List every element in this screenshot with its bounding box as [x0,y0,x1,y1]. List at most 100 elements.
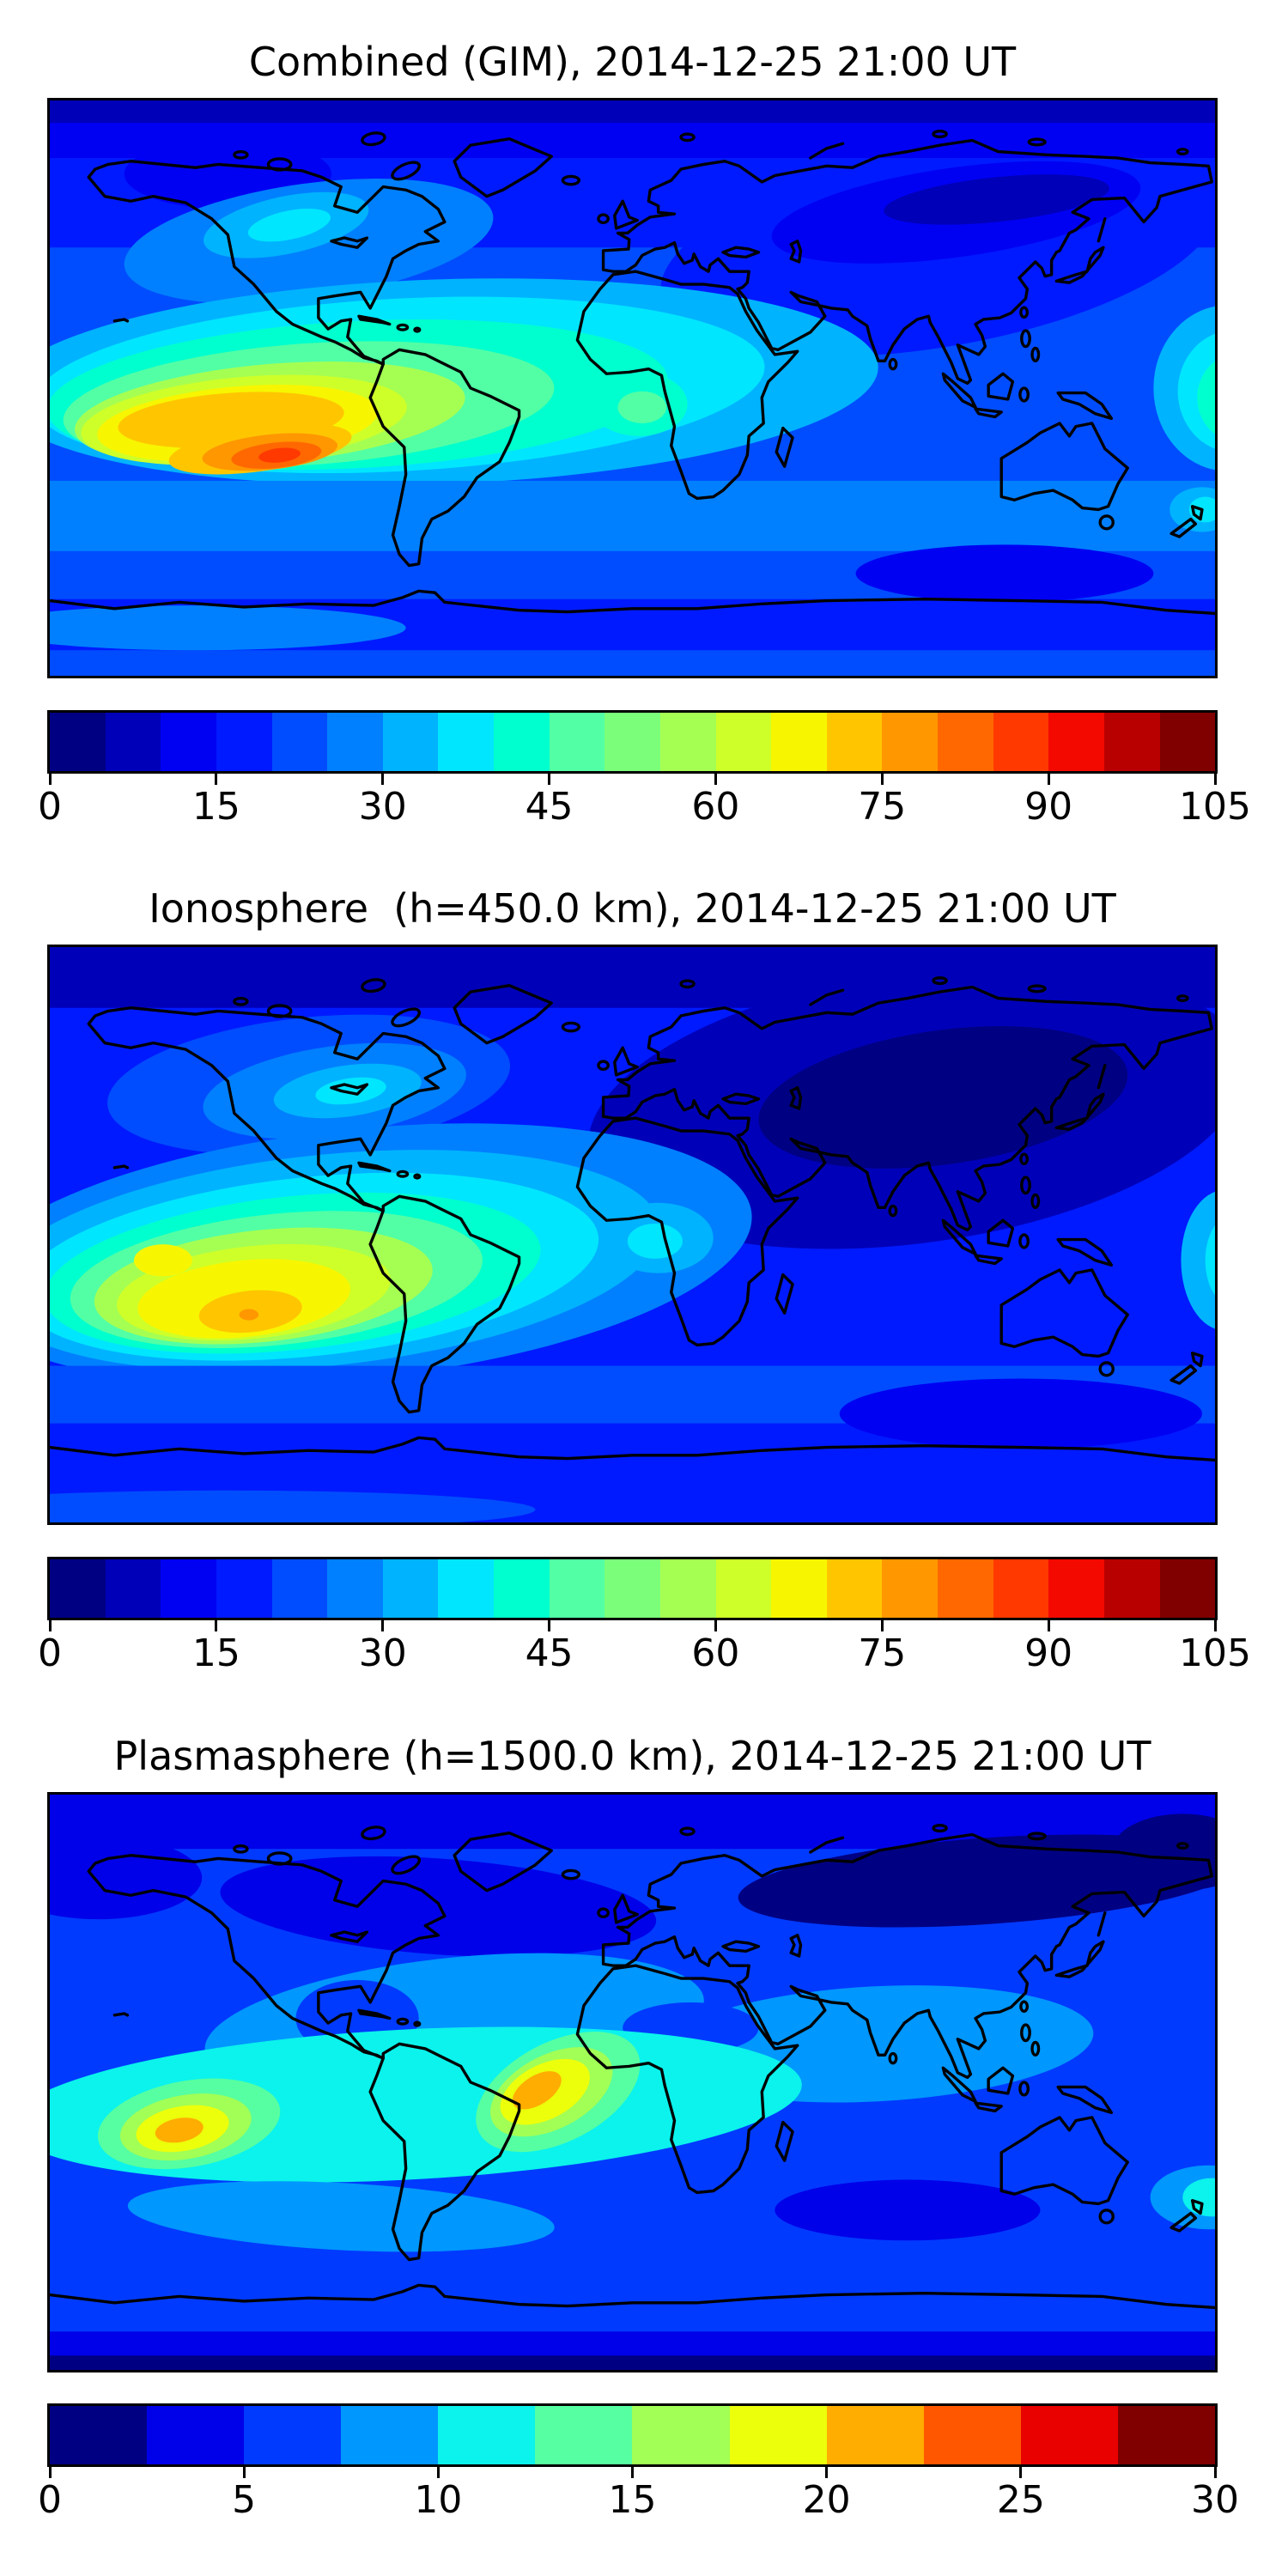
colorbar-tick-label: 90 [1024,1631,1073,1675]
colorbar-tick [381,1620,385,1631]
colorbar-segment [327,713,383,771]
colorbar-tick-label: 30 [358,785,407,829]
colorbar-tick [548,774,551,785]
contour-blob [855,544,1154,603]
contour-blob [50,2355,1215,2370]
contour-blob [1181,1191,1215,1329]
colorbar-segment [438,713,494,771]
colorbar-segment [105,713,161,771]
contour-blob [134,1244,192,1277]
colorbar-segment [1159,713,1216,771]
panel2-colorbar-ticks [48,1620,1217,1631]
colorbar-segment [1048,1559,1104,1618]
colorbar-segment [50,1559,106,1618]
colorbar-tick-label: 0 [38,2478,62,2522]
colorbar-tick [215,774,218,785]
contour-blob [50,1490,536,1522]
colorbar-tick [825,2467,829,2478]
contour-blob [315,1077,386,1105]
panel3-map [47,1792,1218,2372]
colorbar-tick-label: 90 [1024,785,1073,829]
colorbar-tick-label: 0 [38,785,62,829]
contour-blob [839,1378,1202,1449]
contour-blob [1182,2178,1215,2217]
colorbar-tick [1213,774,1217,785]
colorbar-segment [826,2406,924,2464]
colorbar-tick [1019,2467,1023,2478]
colorbar-segment [632,2406,730,2464]
colorbar-segment [244,2406,342,2464]
colorbar-segment [271,713,328,771]
colorbar-segment [1159,1559,1216,1618]
colorbar-tick [880,1620,884,1631]
colorbar-segment [715,1559,772,1618]
contour-blob [239,1309,259,1321]
colorbar-tick [1213,1620,1217,1631]
colorbar-segment [341,2406,439,2464]
colorbar-segment [771,713,827,771]
panel2-world-map-svg [50,947,1215,1522]
colorbar-segment [605,713,660,771]
colorbar-segment [1048,713,1104,771]
panel1-title: Combined (GIM), 2014-12-25 21:00 UT [248,39,1017,85]
contour-blob [512,2071,562,2110]
colorbar-segment [715,713,772,771]
colorbar-tick [1047,774,1050,785]
colorbar-tick-label: 105 [1179,785,1251,829]
panel2-title: Ionosphere (h=450.0 km), 2014-12-25 21:0… [149,885,1116,932]
colorbar-segment [494,1559,550,1618]
contour-blob [50,1836,203,1920]
colorbar-segment [327,1559,383,1618]
contour-blob [247,208,331,242]
colorbar-tick [436,2467,440,2478]
colorbar-segment [938,713,993,771]
colorbar-segment [938,1559,993,1618]
colorbar-segment [50,713,106,771]
colorbar-tick-label: 15 [191,785,240,829]
colorbar-tick-label: 45 [525,785,574,829]
contour-blob [155,2117,204,2143]
panel2-colorbar [47,1557,1218,1620]
colorbar-tick-label: 25 [996,2478,1045,2522]
colorbar-tick-label: 10 [414,2478,463,2522]
colorbar-tick-label: 60 [691,1631,740,1675]
contour-blob [1197,361,1215,434]
colorbar-segment [605,1559,660,1618]
panel2-map [47,945,1218,1525]
panel1-colorbar [47,710,1218,774]
colorbar-segment [923,2406,1021,2464]
colorbar-tick [1047,1620,1050,1631]
panel3-colorbar-ticks [48,2467,1217,2478]
colorbar-segment [993,713,1049,771]
colorbar-segment [438,2406,536,2464]
colorbar-tick [548,1620,551,1631]
colorbar-tick-label: 45 [525,1631,574,1675]
contour-blob [1205,1225,1215,1296]
colorbar-tick-label: 5 [232,2478,257,2522]
colorbar-tick-label: 75 [858,1631,907,1675]
colorbar-segment [659,713,716,771]
colorbar-tick [631,2467,634,2478]
colorbar-tick [381,774,385,785]
panel3-title: Plasmasphere (h=1500.0 km), 2014-12-25 2… [113,1733,1151,1779]
colorbar-tick [714,774,717,785]
contour-blob [127,2181,555,2252]
colorbar-segment [549,1559,605,1618]
colorbar-tick [48,774,52,785]
colorbar-segment [147,2406,245,2464]
colorbar-segment [161,713,216,771]
colorbar-segment [771,1559,827,1618]
colorbar-segment [216,713,272,771]
colorbar-tick [48,1620,52,1631]
panel1-map [47,98,1218,678]
colorbar-segment [826,1559,883,1618]
colorbar-tick [215,1620,218,1631]
colorbar-segment [1117,2406,1215,2464]
panel1-world-map-svg [50,100,1215,676]
colorbar-tick [880,774,884,785]
colorbar-segment [438,1559,494,1618]
colorbar-tick [242,2467,246,2478]
colorbar-segment [535,2406,633,2464]
colorbar-tick-label: 0 [38,1631,62,1675]
